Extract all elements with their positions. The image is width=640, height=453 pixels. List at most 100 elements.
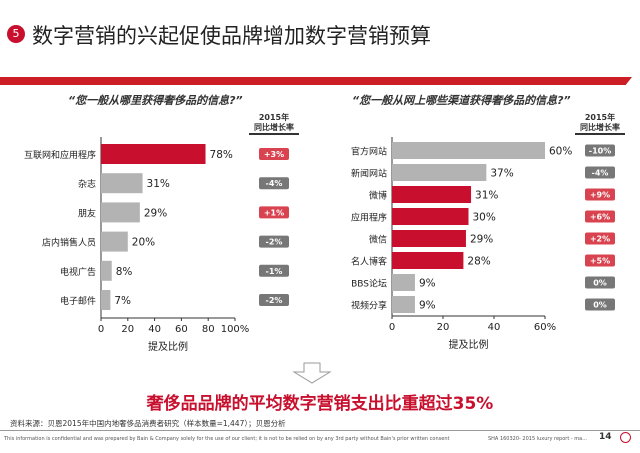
- x-tick-label: 80: [202, 324, 215, 335]
- bar: [101, 290, 111, 310]
- x-tick-label: 60: [175, 324, 188, 335]
- bar: [392, 186, 472, 203]
- growth-header-year: 2015年: [584, 113, 616, 122]
- bar: [392, 142, 545, 159]
- x-tick-label: 20: [121, 324, 134, 335]
- bar: [101, 231, 128, 252]
- footer-divider: [0, 430, 640, 431]
- title-divider: [0, 77, 632, 85]
- growth-header-label: 同比增长率: [254, 123, 294, 132]
- report-name: SHA 160320- 2015 luxury report - ma...: [488, 436, 587, 442]
- growth-badge-label: +6%: [590, 213, 610, 222]
- bar: [101, 260, 112, 281]
- category-label: 新闻网站: [351, 168, 387, 180]
- bar: [101, 202, 140, 223]
- data-label: 9%: [419, 300, 436, 312]
- growth-badge: [585, 144, 615, 157]
- category-label: 杂志: [78, 178, 96, 190]
- x-tick-label: 100%: [221, 324, 250, 335]
- category-label: 视频分享: [351, 300, 387, 312]
- growth-badge: [585, 210, 615, 223]
- growth-badge-label: -4%: [592, 169, 609, 178]
- bar: [392, 164, 487, 181]
- category-label: BBS论坛: [351, 278, 387, 290]
- bar: [392, 252, 464, 269]
- data-label: 9%: [419, 278, 436, 290]
- growth-badge: [259, 206, 289, 219]
- data-label: 31%: [475, 190, 498, 202]
- data-label: 29%: [470, 234, 493, 246]
- data-label: 7%: [114, 295, 131, 307]
- data-label: 29%: [144, 207, 167, 219]
- left-growth-header: 2015年 同比增长率: [249, 113, 299, 135]
- bain-logo-icon: [620, 432, 631, 443]
- right-growth-header: 2015年 同比增长率: [575, 113, 625, 135]
- bar: [392, 208, 469, 225]
- data-label: 8%: [116, 266, 133, 278]
- category-label: 官方网站: [351, 146, 387, 158]
- growth-header-underline: [575, 133, 625, 135]
- conclusion-text: 奢侈品品牌的平均数字营销支出比重超过35%: [146, 394, 494, 414]
- growth-header-underline: [249, 133, 299, 135]
- data-label: 37%: [490, 168, 513, 180]
- x-tick-label: 40: [488, 322, 501, 333]
- growth-badge-label: -2%: [266, 296, 283, 305]
- confidential-note: This information is confidential and was…: [4, 436, 450, 442]
- growth-badge-label: +3%: [264, 150, 284, 159]
- growth-badge-label: +5%: [590, 257, 610, 266]
- growth-badge-label: +1%: [264, 208, 284, 217]
- growth-badge-label: +2%: [590, 235, 610, 244]
- growth-badge: [259, 177, 289, 190]
- growth-badge: [585, 276, 615, 289]
- growth-badge: [259, 235, 289, 248]
- x-tick-label: 0: [389, 322, 395, 333]
- data-label: 30%: [473, 212, 496, 224]
- category-label: 电视广告: [60, 266, 96, 278]
- x-axis-label: 提及比例: [148, 340, 188, 353]
- growth-header-label: 同比增长率: [580, 123, 620, 132]
- category-label: 朋友: [78, 207, 96, 219]
- category-label: 应用程序: [351, 212, 387, 224]
- x-tick-label: 40: [148, 324, 161, 335]
- growth-badge: [585, 232, 615, 245]
- bar: [392, 296, 415, 313]
- bar: [101, 144, 206, 164]
- growth-badge: [259, 148, 289, 160]
- page-number: 14: [599, 432, 612, 442]
- growth-badge-label: 0%: [593, 301, 607, 310]
- data-label: 78%: [210, 149, 233, 161]
- category-label: 店内销售人员: [42, 237, 96, 249]
- page-title: 数字营销的兴起促使品牌增加数字营销预算: [32, 24, 431, 48]
- category-label: 微博: [369, 190, 387, 202]
- growth-badge: [585, 298, 615, 311]
- data-label: 60%: [549, 146, 572, 158]
- growth-badge: [585, 188, 615, 201]
- bar: [392, 230, 466, 247]
- growth-badge-label: -2%: [266, 238, 283, 247]
- left-chart-title: “您一般从哪里获得奢侈品的信息?”: [68, 94, 243, 107]
- down-arrow-icon: [292, 362, 332, 384]
- section-number-badge: 5: [7, 25, 25, 43]
- category-label: 名人博客: [351, 256, 387, 268]
- data-label: 28%: [467, 256, 490, 268]
- x-axis-label: 提及比例: [449, 338, 489, 351]
- growth-badge-label: +9%: [590, 191, 610, 200]
- growth-badge: [585, 254, 615, 267]
- bar: [101, 173, 143, 194]
- growth-header-year: 2015年: [258, 113, 290, 122]
- growth-badge-label: 0%: [593, 279, 607, 288]
- data-label: 20%: [132, 237, 155, 249]
- bar: [392, 274, 415, 291]
- x-tick-label: 20: [437, 322, 450, 333]
- growth-badge: [259, 264, 289, 277]
- category-label: 电子邮件: [60, 295, 96, 307]
- right-chart-title: “您一般从网上哪些渠道获得奢侈品的信息?”: [352, 94, 571, 107]
- growth-badge-label: -4%: [266, 179, 283, 188]
- category-label: 互联网和应用程序: [24, 149, 96, 161]
- data-label: 31%: [147, 178, 170, 190]
- growth-badge: [585, 166, 615, 179]
- x-tick-label: 0: [98, 324, 104, 335]
- source-note: 资料来源：贝恩2015年中国内地奢侈品消费者研究（样本数量=1,447）；贝恩分…: [10, 419, 286, 428]
- category-label: 微信: [369, 234, 387, 246]
